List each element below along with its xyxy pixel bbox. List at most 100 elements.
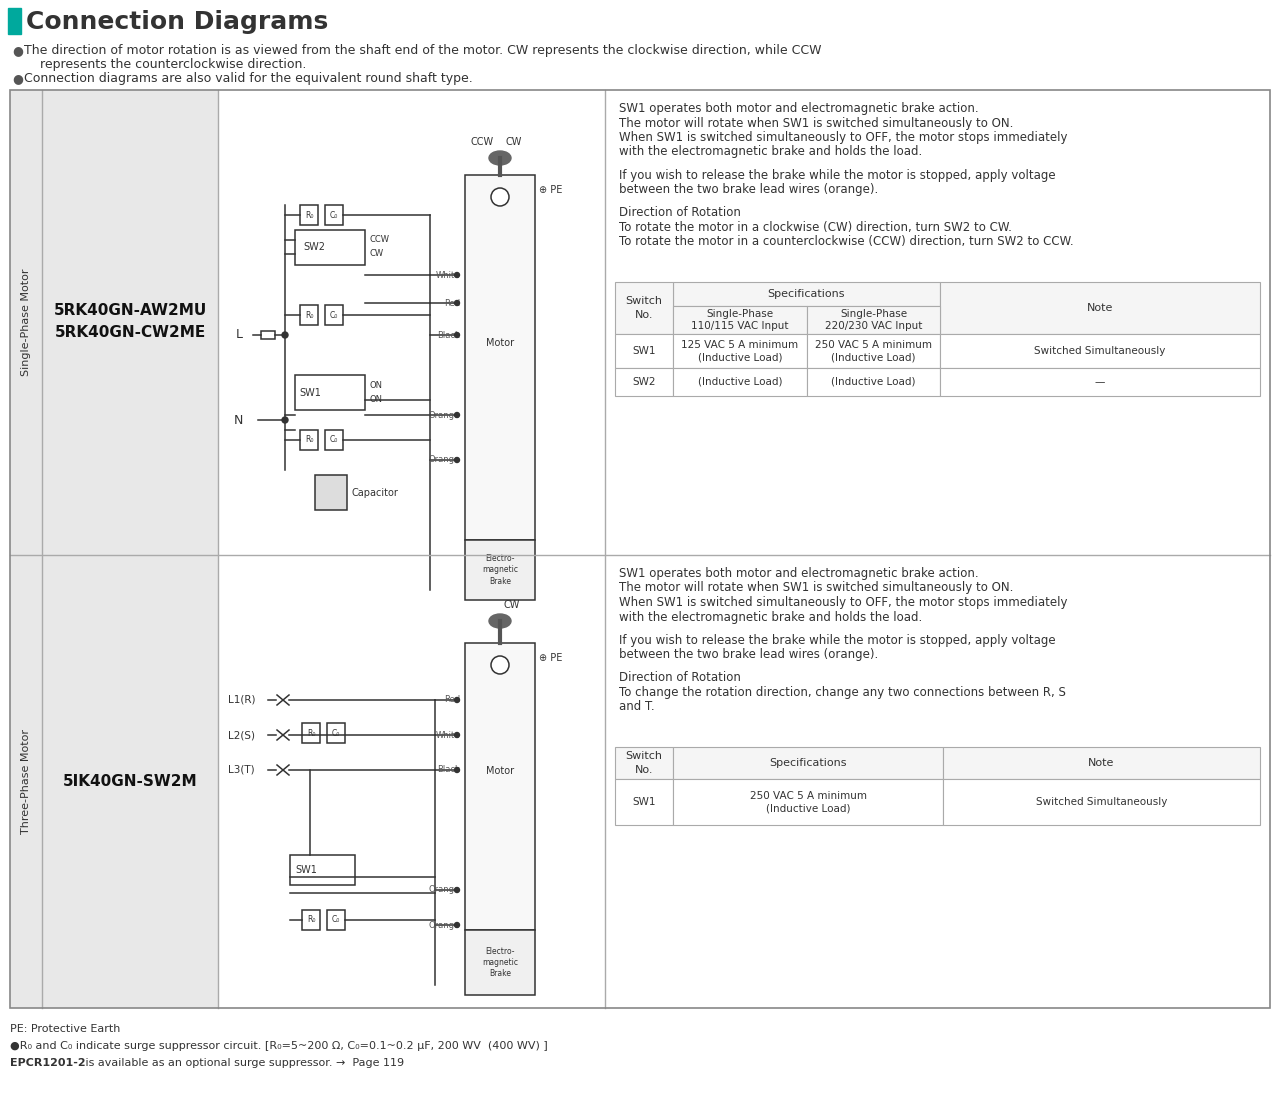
Text: L3(T): L3(T): [228, 765, 255, 775]
Circle shape: [454, 301, 460, 305]
Text: Orange: Orange: [429, 455, 460, 464]
Bar: [673, 368, 806, 396]
Text: SW2: SW2: [303, 243, 325, 253]
Text: Direction of Rotation: Direction of Rotation: [620, 671, 741, 685]
Text: R₀: R₀: [307, 915, 315, 924]
Bar: [294, 231, 365, 265]
Circle shape: [454, 887, 460, 893]
Text: R₀: R₀: [305, 310, 314, 320]
Text: —: —: [1094, 377, 1105, 387]
Circle shape: [454, 768, 460, 772]
Text: Orange: Orange: [429, 921, 460, 930]
Text: ⊕ PE: ⊕ PE: [539, 653, 562, 662]
Text: Single-Phase Motor: Single-Phase Motor: [20, 269, 31, 376]
Text: SW2: SW2: [632, 377, 655, 387]
Text: Orange: Orange: [429, 411, 460, 420]
Ellipse shape: [489, 151, 511, 164]
Text: When SW1 is switched simultaneously to OFF, the motor stops immediately: When SW1 is switched simultaneously to O…: [620, 131, 1068, 144]
Bar: [806, 333, 940, 368]
Bar: [291, 855, 355, 885]
Text: C₀: C₀: [330, 310, 338, 320]
Text: To change the rotation direction, change any two connections between R, S: To change the rotation direction, change…: [620, 686, 1066, 699]
Bar: [940, 368, 1260, 396]
Text: Switch
No.: Switch No.: [626, 751, 663, 774]
Text: 125 VAC 5 A minimum
(Inductive Load): 125 VAC 5 A minimum (Inductive Load): [681, 340, 799, 363]
Text: C₀: C₀: [332, 915, 340, 924]
Text: White: White: [435, 271, 460, 280]
Bar: [326, 723, 346, 743]
Bar: [300, 205, 317, 225]
Text: Motor: Motor: [486, 767, 515, 777]
Bar: [302, 910, 320, 930]
Text: The direction of motor rotation is as viewed from the shaft end of the motor. CW: The direction of motor rotation is as vi…: [24, 44, 822, 57]
Text: Black: Black: [438, 765, 460, 774]
Bar: [940, 333, 1260, 368]
Bar: [614, 282, 673, 333]
Bar: [806, 305, 940, 333]
Text: and T.: and T.: [620, 700, 654, 714]
Bar: [300, 305, 317, 325]
Text: 5IK40GN-SW2M: 5IK40GN-SW2M: [63, 774, 197, 789]
Text: CW: CW: [504, 600, 520, 610]
Text: Note: Note: [1088, 758, 1115, 768]
Text: R₀: R₀: [307, 728, 315, 737]
Text: SW1: SW1: [632, 797, 655, 807]
Text: +: +: [494, 190, 506, 204]
Bar: [10, 90, 1270, 1008]
Text: ⊕ PE: ⊕ PE: [539, 185, 562, 195]
Text: Single-Phase
220/230 VAC Input: Single-Phase 220/230 VAC Input: [824, 309, 922, 331]
Text: 250 VAC 5 A minimum
(Inductive Load): 250 VAC 5 A minimum (Inductive Load): [815, 340, 932, 363]
Circle shape: [492, 656, 509, 674]
Bar: [325, 205, 343, 225]
Text: (Inductive Load): (Inductive Load): [698, 377, 782, 387]
Bar: [465, 930, 535, 995]
Text: To rotate the motor in a clockwise (CW) direction, turn SW2 to CW.: To rotate the motor in a clockwise (CW) …: [620, 220, 1012, 234]
Bar: [614, 333, 673, 368]
Text: (Inductive Load): (Inductive Load): [831, 377, 915, 387]
Text: If you wish to release the brake while the motor is stopped, apply voltage: If you wish to release the brake while t…: [620, 633, 1056, 647]
Text: is available as an optional surge suppressor. →  Page 119: is available as an optional surge suppre…: [82, 1057, 404, 1068]
Text: Connection Diagrams: Connection Diagrams: [26, 10, 328, 34]
Text: L1(R): L1(R): [228, 695, 256, 705]
Text: To rotate the motor in a counterclockwise (CCW) direction, turn SW2 to CCW.: To rotate the motor in a counterclockwis…: [620, 235, 1074, 248]
Text: Electro-
magnetic
Brake: Electro- magnetic Brake: [483, 947, 518, 978]
Text: Red: Red: [444, 299, 460, 308]
Bar: [465, 643, 535, 930]
Text: SW1: SW1: [294, 865, 317, 875]
Bar: [315, 474, 347, 510]
Bar: [300, 430, 317, 450]
Bar: [943, 747, 1260, 779]
Text: Switched Simultaneously: Switched Simultaneously: [1036, 797, 1167, 807]
Text: If you wish to release the brake while the motor is stopped, apply voltage: If you wish to release the brake while t…: [620, 169, 1056, 181]
Text: CCW: CCW: [471, 137, 494, 147]
Text: SW1 operates both motor and electromagnetic brake action.: SW1 operates both motor and electromagne…: [620, 567, 979, 580]
Ellipse shape: [489, 614, 511, 628]
Text: L: L: [236, 329, 243, 341]
Bar: [806, 368, 940, 396]
Bar: [294, 375, 365, 410]
Circle shape: [454, 458, 460, 462]
Text: The motor will rotate when SW1 is switched simultaneously to ON.: The motor will rotate when SW1 is switch…: [620, 116, 1014, 130]
Text: CW: CW: [370, 250, 384, 258]
Text: SW1 operates both motor and electromagnetic brake action.: SW1 operates both motor and electromagne…: [620, 102, 979, 115]
Text: Capacitor: Capacitor: [352, 488, 399, 498]
Bar: [673, 305, 806, 333]
Text: C₀: C₀: [330, 435, 338, 444]
Bar: [302, 723, 320, 743]
Text: Direction of Rotation: Direction of Rotation: [620, 206, 741, 219]
Text: Note: Note: [1087, 303, 1114, 313]
Text: N: N: [234, 414, 243, 426]
Text: ●: ●: [12, 72, 23, 85]
Bar: [465, 175, 535, 540]
Text: When SW1 is switched simultaneously to OFF, the motor stops immediately: When SW1 is switched simultaneously to O…: [620, 596, 1068, 609]
Text: Orange: Orange: [429, 885, 460, 894]
Bar: [673, 747, 943, 779]
Text: C₀: C₀: [332, 728, 340, 737]
Bar: [10, 90, 218, 555]
Bar: [8, 8, 20, 34]
Circle shape: [282, 417, 288, 423]
Text: +: +: [494, 658, 506, 671]
Bar: [673, 779, 943, 825]
Text: Switch
No.: Switch No.: [626, 297, 663, 320]
Circle shape: [454, 413, 460, 417]
